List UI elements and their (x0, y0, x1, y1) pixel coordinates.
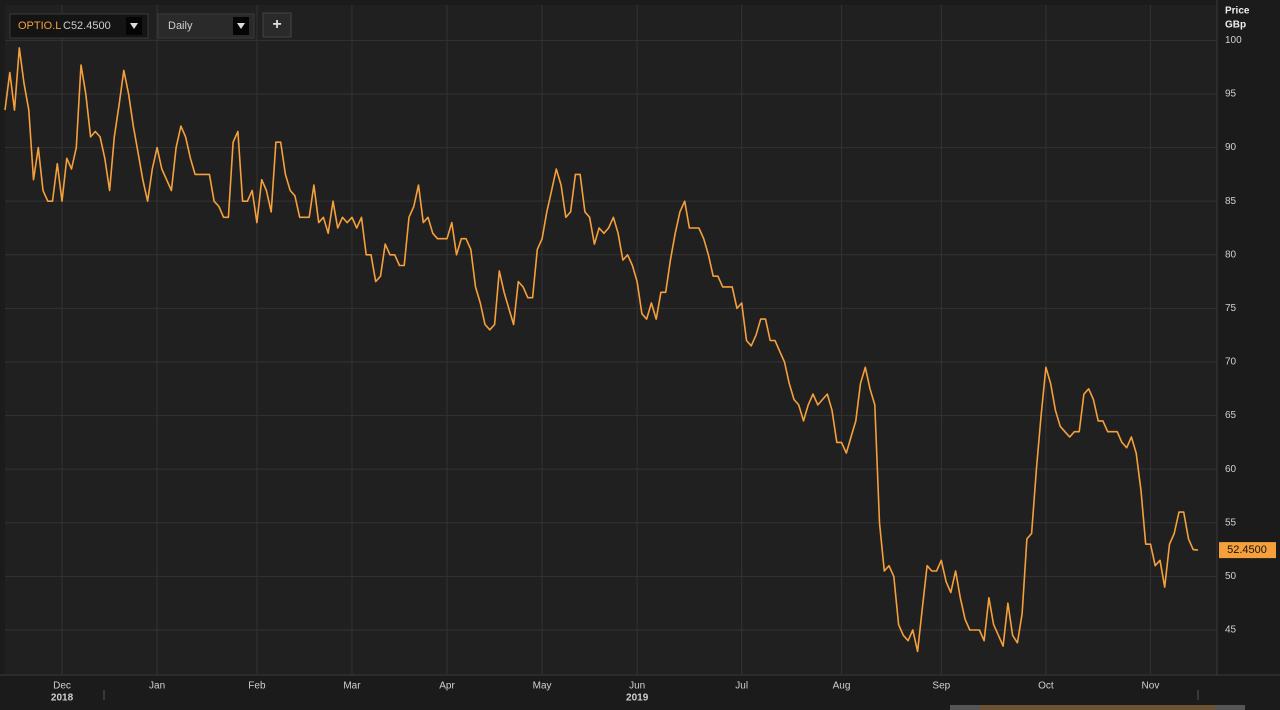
x-tick-label: Jul (735, 681, 748, 692)
symbol: OPTIO.L (18, 20, 61, 32)
y-tick-label: 55 (1225, 517, 1237, 528)
add-button[interactable] (262, 12, 292, 38)
x-tick-label: May (533, 681, 552, 692)
symbol-box[interactable] (9, 13, 149, 39)
scroll-range[interactable] (980, 705, 1215, 710)
y-axis-title: Price (1225, 6, 1250, 17)
price-line (4, 47, 1199, 653)
y-tick-label: 100 (1225, 35, 1242, 46)
year-label: 2018 (51, 693, 74, 704)
scroll-handle[interactable] (950, 705, 980, 710)
x-tick-label: Apr (439, 681, 455, 692)
x-tick-label: Mar (343, 681, 361, 692)
y-tick-label: 50 (1225, 571, 1237, 582)
x-tick-label: Jan (149, 681, 165, 692)
add-button-label: + (272, 16, 281, 33)
year-label: 2019 (626, 693, 649, 704)
y-tick-label: 45 (1225, 625, 1237, 636)
y-axis-unit: GBp (1225, 20, 1246, 31)
last-price-label: 52.4500 (1227, 544, 1267, 556)
quote: C52.4500 (63, 20, 111, 32)
x-tick-label: Oct (1038, 681, 1054, 692)
interval: Daily (168, 20, 193, 32)
y-tick-label: 60 (1225, 464, 1237, 475)
y-tick-label: 95 (1225, 89, 1237, 100)
x-tick-label: Jun (629, 681, 645, 692)
y-tick-label: 65 (1225, 410, 1237, 421)
y-tick-label: 75 (1225, 303, 1237, 314)
x-tick-label: Sep (932, 681, 950, 692)
x-tick-label: Dec (53, 681, 71, 692)
plot-area (5, 5, 1217, 675)
scroll-handle[interactable] (1215, 705, 1245, 710)
y-tick-label: 90 (1225, 142, 1237, 153)
x-tick-label: Feb (248, 681, 266, 692)
last-price-tag (1219, 542, 1276, 559)
dropdown-arrow (237, 23, 245, 29)
y-tick-label: 80 (1225, 249, 1237, 260)
y-tick-label: 70 (1225, 357, 1237, 368)
dropdown-arrow (130, 23, 138, 29)
y-tick-label: 85 (1225, 196, 1237, 207)
x-tick-label: Nov (1142, 681, 1160, 692)
x-tick-label: Aug (833, 681, 851, 692)
